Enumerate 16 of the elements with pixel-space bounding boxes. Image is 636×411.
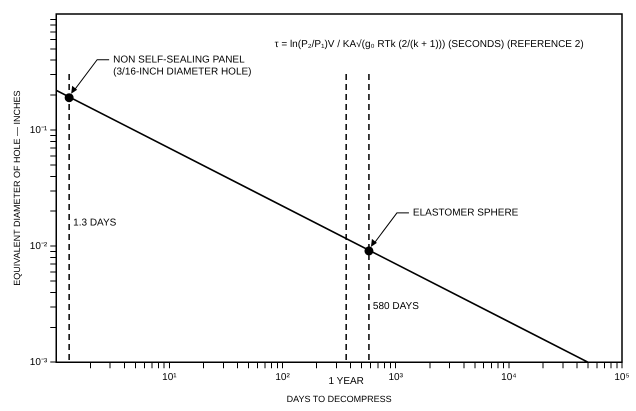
- y-axis-title: EQUIVALENT DIAMETER OF HOLE — INCHES: [12, 90, 22, 286]
- annotation: τ = ln(P₂/P₁)V / KA√(g₀ RTk (2/(k + 1))) (SECONDS) (REFERENCE 2): [274, 38, 584, 50]
- x-tick-label: 10²: [275, 372, 290, 383]
- x-tick-label: 10³: [388, 372, 404, 383]
- y-tick-label: 10⁻³: [30, 356, 48, 368]
- x-tick-label: 10¹: [162, 372, 178, 383]
- ref-line-label: 580 DAYS: [372, 301, 420, 312]
- x-tick-label: 10⁴: [501, 372, 517, 383]
- y-tick-label: 10⁻²: [30, 240, 48, 252]
- annotation: NON SELF-SEALING PANEL (3/16-INCH DIAMETER HOLE): [113, 54, 252, 78]
- x-tick-label: 10⁵: [614, 372, 630, 383]
- ref-line-label: 1 YEAR: [328, 376, 364, 387]
- y-tick-label: 10⁻¹: [30, 124, 48, 136]
- annotation: ELASTOMER SPHERE: [412, 208, 519, 219]
- ref-line-label: 1.3 DAYS: [73, 218, 117, 229]
- x-axis-title: DAYS TO DECOMPRESS: [286, 394, 392, 404]
